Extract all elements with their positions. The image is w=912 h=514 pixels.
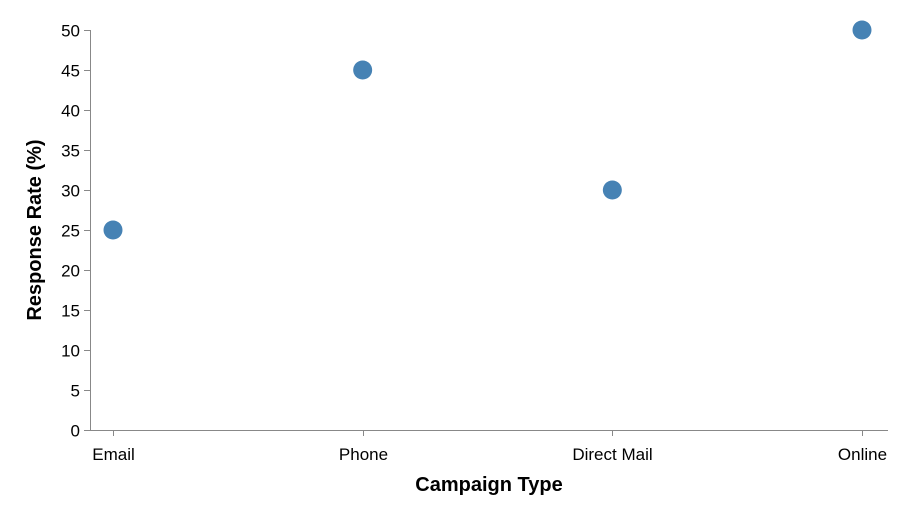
x-tick-label: Phone [339, 445, 388, 464]
y-tick-label: 50 [61, 22, 80, 41]
x-axis-title: Campaign Type [415, 474, 562, 496]
data-point [852, 20, 872, 40]
x-axis: Email Phone Direct Mail Online [90, 430, 888, 464]
y-tick-label: 0 [71, 422, 80, 441]
y-axis-title: Response Rate (%) [24, 139, 46, 320]
y-tick-label: 5 [71, 382, 80, 401]
y-tick-label: 20 [61, 262, 80, 281]
x-tick-label: Email [92, 445, 135, 464]
x-tick-label: Online [838, 445, 887, 464]
y-tick-label: 25 [61, 222, 80, 241]
y-tick-label: 40 [61, 102, 80, 121]
data-point [602, 180, 622, 200]
y-tick-label: 35 [61, 142, 80, 161]
data-points [103, 20, 872, 240]
y-tick-label: 10 [61, 342, 80, 361]
y-tick-label: 30 [61, 182, 80, 201]
y-axis: 0 5 10 15 20 25 30 35 40 45 50 [61, 22, 91, 441]
data-point [103, 220, 123, 240]
y-tick-label: 15 [61, 302, 80, 321]
x-tick-label: Direct Mail [572, 445, 652, 464]
y-tick-label: 45 [61, 62, 80, 81]
data-point [353, 60, 373, 80]
